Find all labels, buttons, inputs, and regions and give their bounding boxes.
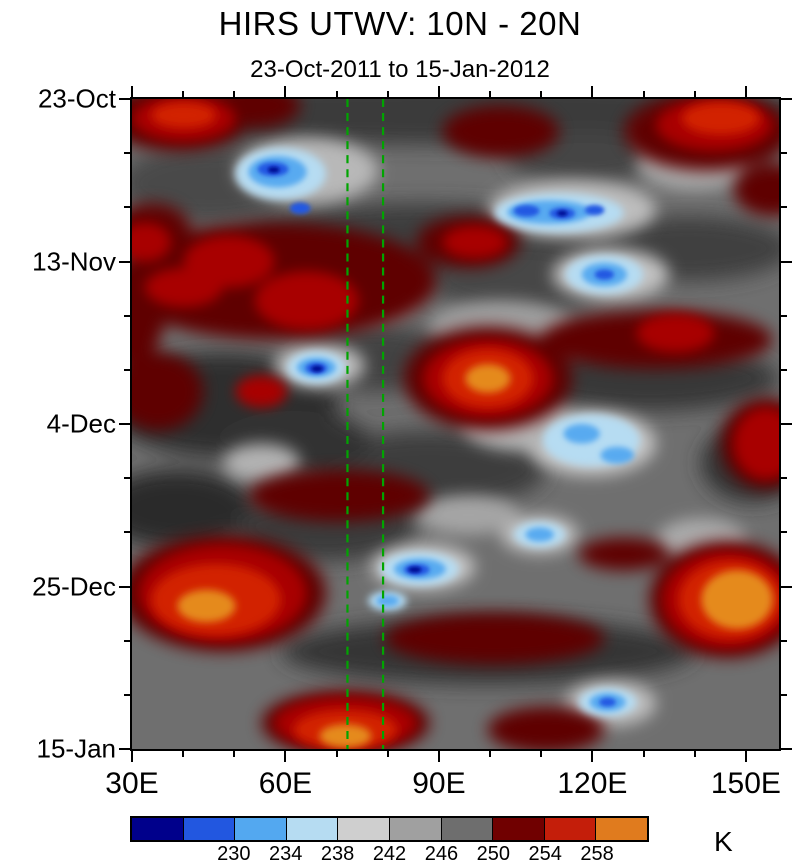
x-minor-tick [335,751,338,757]
colorbar-tick-label: 230 [217,843,251,863]
x-major-tick [437,751,440,762]
x-minor-tick [693,751,696,757]
y-major-tick-right [781,748,792,750]
plot-area: 23-Oct 13-Nov 4-Dec 25-Dec 15-Jan 30E 60E 90E 1… [32,84,792,800]
x-minor-tick-top [182,91,185,97]
colorbar-cell [543,818,596,840]
y-minor-tick-right [781,152,787,155]
x-minor-tick [182,751,185,757]
x-major-tick-top [284,86,287,97]
x-major-tick-top [591,86,594,97]
colorbar: 230 234 238 242 246 250 254 258 [130,816,649,863]
colorbar-tick-label: 250 [476,843,510,863]
y-tick-label: 4-Dec [46,408,116,439]
x-minor-tick [233,751,236,757]
x-minor-tick [642,751,645,757]
colorbar-cell [132,818,183,840]
y-major-tick-right [781,585,792,588]
x-tick-label: 150E [710,767,781,800]
y-minor-tick [124,152,130,155]
chart-title: HIRS UTWV: 10N - 20N [218,5,582,42]
field-layer-4 [151,102,779,749]
x-major-tick [284,751,287,762]
x-major-tick-top [744,86,747,97]
field-layer-9 [267,166,568,573]
x-tick-label: 30E [105,767,159,800]
colorbar-cell [388,818,441,840]
colorbar-tick-label: 242 [372,843,407,863]
x-minor-tick-top [335,91,338,97]
y-major-tick-right [781,260,792,263]
x-tick-label: 120E [557,767,628,800]
y-minor-tick-right [781,531,787,534]
y-minor-tick [124,477,130,480]
y-tick-label: 25-Dec [32,571,116,601]
x-minor-tick-top [693,91,696,97]
y-minor-tick [124,693,130,696]
colorbar-tick-label: 238 [320,843,355,863]
y-minor-tick [124,639,130,642]
contour-field [132,99,779,749]
x-minor-tick-top [642,91,645,97]
field-layer-5 [177,364,773,748]
colorbar-cell [595,818,647,840]
y-minor-tick-right [781,206,787,209]
y-tick-label: 15-Jan [36,733,117,764]
y-minor-tick-right [781,477,787,480]
colorbar-cells [130,816,649,842]
colorbar-unit-label: K [714,826,733,857]
y-major-tick-right [781,98,792,100]
y-minor-tick-right [781,693,787,696]
colorbar-cell [337,818,389,840]
x-minor-tick-top [540,91,543,97]
colorbar-tick-label: 258 [580,843,614,863]
x-minor-tick [540,751,543,757]
y-minor-tick-right [781,639,787,642]
y-major-tick [119,98,130,100]
y-major-tick [119,260,130,263]
x-major-tick [591,751,594,762]
y-major-tick-right [781,423,792,425]
x-major-tick [131,751,133,762]
colorbar-tick-label: 246 [424,843,459,863]
colorbar-cell [492,818,544,840]
x-minor-tick-top [489,91,492,97]
y-tick-label: 23-Oct [37,83,116,114]
y-minor-tick [124,368,130,371]
x-minor-tick [489,751,492,757]
colorbar-cell [440,818,493,840]
colorbar-tick-label: 234 [269,843,303,863]
colorbar-tick-label: 254 [528,843,562,863]
colorbar-cell [182,818,235,840]
y-minor-tick [124,531,130,534]
x-minor-tick [386,751,389,757]
x-major-tick [744,751,747,762]
y-minor-tick-right [781,368,787,371]
y-major-tick [119,748,130,750]
y-minor-tick [124,314,130,317]
y-tick-label: 13-Nov [32,246,116,276]
x-major-tick-top [131,86,133,97]
x-minor-tick-top [386,91,389,97]
colorbar-cell [285,818,338,840]
x-tick-label: 90E [412,767,466,800]
chart-subtitle: 23-Oct-2011 to 15-Jan-2012 [250,56,550,83]
y-major-tick [119,585,130,588]
x-minor-tick-top [233,91,236,97]
y-minor-tick [124,206,130,209]
x-tick-label: 60E [258,767,313,800]
y-major-tick [119,423,130,425]
colorbar-cell [234,818,286,840]
x-major-tick-top [437,86,440,97]
y-minor-tick-right [781,314,787,317]
